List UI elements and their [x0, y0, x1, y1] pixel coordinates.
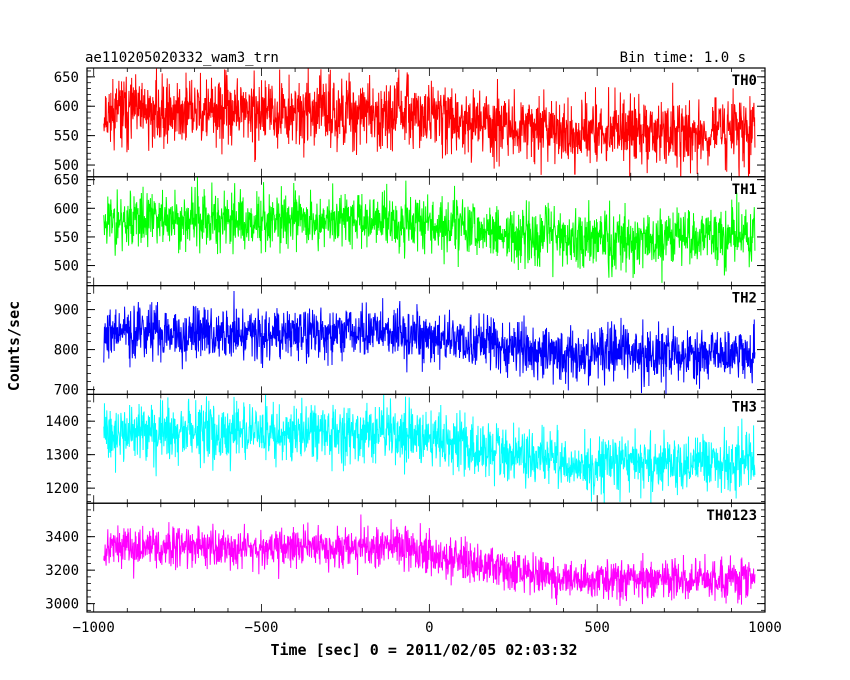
y-tick-label: 550 — [54, 230, 79, 246]
panel-label: TH3 — [732, 399, 757, 415]
y-tick-label: 650 — [54, 173, 79, 189]
panel-label: TH0123 — [706, 508, 757, 524]
series-th0123 — [103, 514, 756, 606]
panel-th0123: 3000 3200 3400 TH0123 — [45, 502, 766, 613]
series-th2 — [103, 291, 756, 395]
x-tick-label: 0 — [425, 620, 433, 636]
series-th3 — [103, 394, 756, 504]
panel-frame — [86, 176, 766, 287]
y-tick-label: 3200 — [45, 563, 79, 579]
y-tick-label: 650 — [54, 70, 79, 86]
y-tick-label: 600 — [54, 201, 79, 217]
panel-frame — [86, 502, 766, 613]
panel-th3: 1200 1300 1400 TH3 — [45, 393, 766, 504]
chart-title: ae110205020332_wam3_trn — [85, 50, 279, 66]
panel-th2: 700 800 900 TH2 — [54, 285, 766, 399]
panel-th1: 500 550 600 650 TH1 — [54, 173, 766, 287]
x-axis: −1000 −500 0 500 1000 — [73, 620, 782, 636]
y-tick-label: 900 — [54, 303, 79, 319]
panel-label: TH1 — [732, 182, 757, 198]
series-th0 — [103, 68, 756, 177]
y-tick-label: 550 — [54, 129, 79, 145]
panels-group: 500 550 600 650 TH0 500 550 600 650 TH1 700 800 900 T… — [45, 67, 766, 613]
y-tick-label: 3400 — [45, 530, 79, 546]
y-tick-label: 800 — [54, 343, 79, 359]
series-th1 — [103, 176, 756, 283]
panel-th0: 500 550 600 650 TH0 — [54, 67, 766, 178]
panel-label: TH0 — [732, 73, 757, 89]
bin-time-label: Bin time: 1.0 s — [620, 50, 746, 66]
y-tick-label: 1200 — [45, 481, 79, 497]
y-tick-label: 500 — [54, 158, 79, 174]
x-tick-label: −1000 — [73, 620, 115, 636]
y-tick-label: 1400 — [45, 414, 79, 430]
x-tick-label: 500 — [585, 620, 610, 636]
y-tick-label: 500 — [54, 259, 79, 275]
x-axis-label: Time [sec] 0 = 2011/02/05 02:03:32 — [270, 641, 577, 659]
x-tick-label: 1000 — [748, 620, 782, 636]
panel-label: TH2 — [732, 291, 757, 307]
y-tick-label: 1300 — [45, 448, 79, 464]
y-tick-label: 700 — [54, 383, 79, 399]
y-axis-label: Counts/sec — [5, 301, 23, 391]
y-tick-label: 3000 — [45, 597, 79, 613]
x-tick-label: −500 — [245, 620, 279, 636]
y-tick-label: 600 — [54, 99, 79, 115]
